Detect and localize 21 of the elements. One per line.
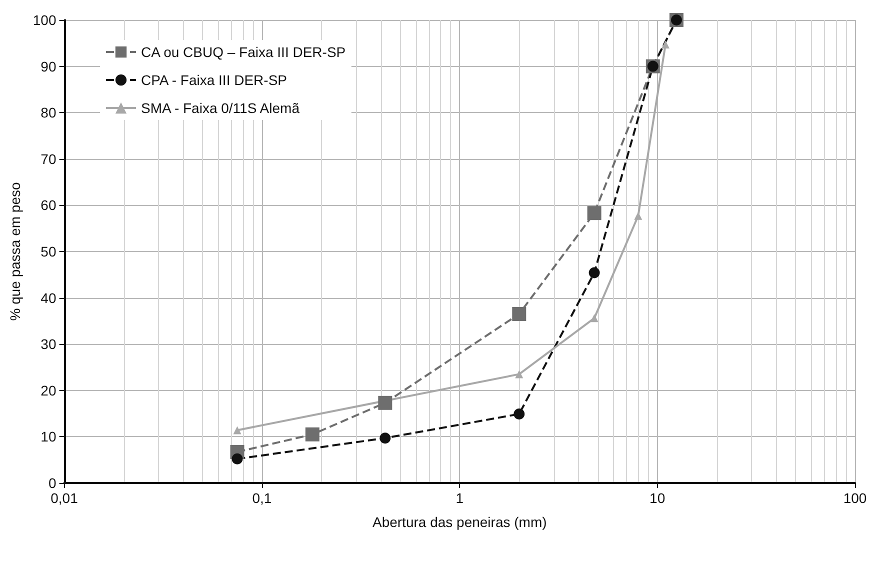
legend-label: CPA - Faixa III DER-SP — [141, 72, 287, 88]
y-tick-label: 90 — [40, 58, 56, 74]
y-tick-label: 30 — [40, 336, 56, 352]
y-axis-title: % que passa em peso — [7, 182, 23, 321]
legend-label: CA ou CBUQ – Faixa III DER-SP — [141, 44, 346, 60]
y-tick-label: 100 — [32, 12, 56, 28]
y-tick-label: 10 — [40, 428, 56, 445]
legend-label: SMA - Faixa 0/11S Alemã — [141, 100, 300, 116]
y-tick-label: 40 — [40, 290, 56, 306]
y-tick-label: 80 — [40, 104, 56, 121]
y-tick-label: 60 — [40, 197, 56, 214]
x-tick-label: 0,01 — [50, 490, 78, 506]
y-tick-label: 50 — [40, 244, 56, 260]
y-tick-label: 20 — [40, 382, 56, 398]
x-tick-label: 1 — [456, 490, 464, 506]
x-tick-label: 0,1 — [252, 490, 272, 506]
x-axis-title: Abertura das peneiras (mm) — [372, 514, 547, 530]
x-tick-label: 10 — [650, 490, 666, 506]
y-tick-label: 0 — [48, 475, 56, 491]
y-tick-label: 70 — [40, 150, 56, 167]
x-tick-label: 100 — [843, 490, 867, 506]
